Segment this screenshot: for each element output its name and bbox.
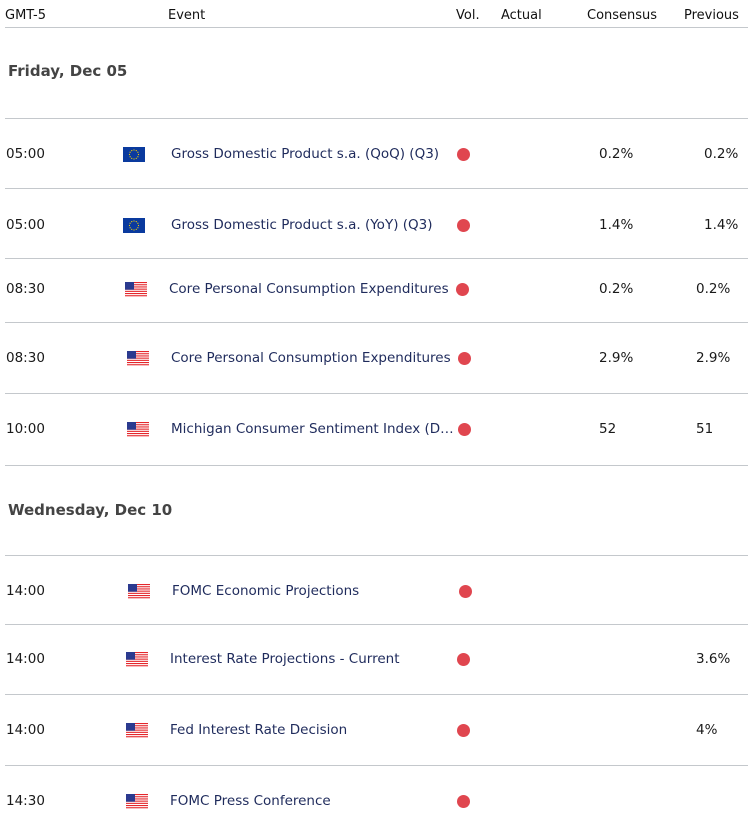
us-flag-icon <box>126 723 148 738</box>
divider <box>5 393 748 394</box>
event-time: 14:00 <box>6 722 45 738</box>
event-time: 14:00 <box>6 583 45 599</box>
consensus-value: 2.9% <box>599 350 634 366</box>
us-flag-icon <box>127 422 149 437</box>
table-row[interactable]: 14:00 FOMC Economic Projections <box>0 581 748 601</box>
volatility-high-icon <box>457 653 470 666</box>
table-row[interactable]: 05:00 Gross Domestic Product s.a. (QoQ) … <box>0 144 748 164</box>
event-name[interactable]: FOMC Economic Projections <box>172 583 360 599</box>
us-flag-icon <box>126 794 148 809</box>
table-row[interactable]: 14:30 FOMC Press Conference <box>0 791 748 811</box>
divider <box>5 118 748 119</box>
table-row[interactable]: 08:30 Core Personal Consumption Expendit… <box>0 348 748 368</box>
event-name[interactable]: Gross Domestic Product s.a. (QoQ) (Q3) <box>171 146 440 162</box>
previous-value: 51 <box>696 421 714 437</box>
table-row[interactable]: 08:30 Core Personal Consumption Expendit… <box>0 279 748 299</box>
header-event: Event <box>168 8 206 23</box>
us-flag-icon <box>128 584 150 599</box>
eu-flag-icon <box>123 218 145 233</box>
event-time: 08:30 <box>6 350 45 366</box>
event-time: 10:00 <box>6 421 45 437</box>
header-vol: Vol. <box>456 8 480 23</box>
consensus-value: 0.2% <box>599 281 634 297</box>
previous-value: 1.4% <box>704 217 739 233</box>
us-flag-icon <box>125 282 147 297</box>
event-name[interactable]: Core Personal Consumption Expenditures <box>169 281 449 297</box>
previous-value: 3.6% <box>696 651 731 667</box>
divider <box>5 765 748 766</box>
header-timezone: GMT-5 <box>5 8 46 23</box>
event-time: 05:00 <box>6 146 45 162</box>
table-row[interactable]: 14:00 Interest Rate Projections - Curren… <box>0 649 748 669</box>
event-name[interactable]: FOMC Press Conference <box>170 793 331 809</box>
previous-value: 0.2% <box>696 281 731 297</box>
header-consensus: Consensus <box>587 8 658 23</box>
volatility-high-icon <box>457 219 470 232</box>
event-time: 14:00 <box>6 651 45 667</box>
volatility-high-icon <box>458 352 471 365</box>
consensus-value: 0.2% <box>599 146 634 162</box>
divider <box>5 258 748 259</box>
divider <box>5 465 748 466</box>
volatility-high-icon <box>457 795 470 808</box>
event-name[interactable]: Interest Rate Projections - Current <box>170 651 400 667</box>
divider <box>5 624 748 625</box>
day-header: Friday, Dec 05 <box>8 62 128 80</box>
us-flag-icon <box>126 652 148 667</box>
header-previous: Previous <box>684 8 739 23</box>
table-row[interactable]: 10:00 Michigan Consumer Sentiment Index … <box>0 419 748 439</box>
volatility-high-icon <box>457 724 470 737</box>
table-row[interactable]: 05:00 Gross Domestic Product s.a. (YoY) … <box>0 215 748 235</box>
event-name[interactable]: Gross Domestic Product s.a. (YoY) (Q3) <box>171 217 433 233</box>
volatility-high-icon <box>459 585 472 598</box>
divider <box>5 27 748 28</box>
event-name[interactable]: Core Personal Consumption Expenditures <box>171 350 451 366</box>
volatility-high-icon <box>458 423 471 436</box>
event-time: 05:00 <box>6 217 45 233</box>
consensus-value: 1.4% <box>599 217 634 233</box>
divider <box>5 188 748 189</box>
event-time: 14:30 <box>6 793 45 809</box>
header-actual: Actual <box>501 8 542 23</box>
event-name[interactable]: Michigan Consumer Sentiment Index (Dec) <box>171 421 456 437</box>
eu-flag-icon <box>123 147 145 162</box>
table-row[interactable]: 14:00 Fed Interest Rate Decision 4% <box>0 720 748 740</box>
previous-value: 2.9% <box>696 350 731 366</box>
divider <box>5 555 748 556</box>
volatility-high-icon <box>457 148 470 161</box>
divider <box>5 694 748 695</box>
day-header: Wednesday, Dec 10 <box>8 501 173 519</box>
volatility-high-icon <box>456 283 469 296</box>
divider <box>5 322 748 323</box>
us-flag-icon <box>127 351 149 366</box>
consensus-value: 52 <box>599 421 617 437</box>
event-name[interactable]: Fed Interest Rate Decision <box>170 722 348 738</box>
previous-value: 4% <box>696 722 718 738</box>
event-time: 08:30 <box>6 281 45 297</box>
previous-value: 0.2% <box>704 146 739 162</box>
